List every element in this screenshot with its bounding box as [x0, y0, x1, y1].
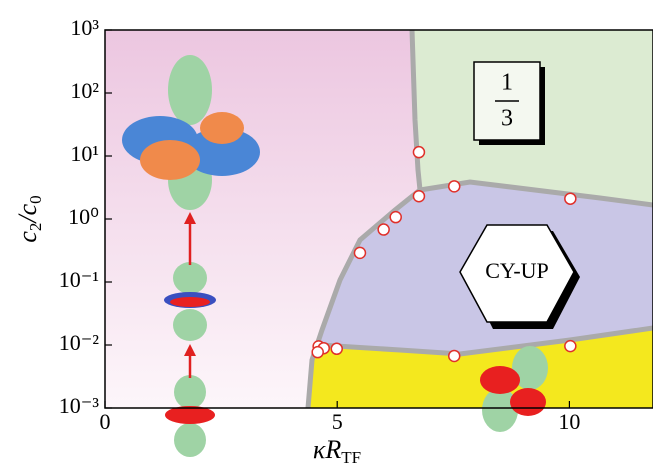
orbital: [174, 375, 206, 409]
data-point: [413, 191, 424, 202]
fraction-numerator: 1: [501, 70, 513, 96]
chart: 1 3 CY-UP 051010⁻³10⁻²10⁻¹10⁰10¹10²10³ κ…: [0, 0, 653, 468]
x-tick-label: 5: [332, 409, 343, 434]
data-point: [312, 347, 323, 358]
phase-name: CY-UP: [485, 258, 549, 283]
orbital: [200, 112, 244, 144]
orbital: [174, 423, 206, 457]
x-tick-label: 10: [558, 409, 580, 434]
y-label-part: /c: [13, 203, 42, 224]
data-point: [354, 247, 365, 258]
y-label-part: c: [13, 231, 42, 243]
y-tick-label: 10¹: [70, 141, 99, 166]
data-point: [449, 181, 460, 192]
y-tick-label: 10⁰: [68, 204, 99, 229]
data-point: [413, 147, 424, 158]
x-label-sub: TF: [341, 448, 361, 467]
data-point: [565, 193, 576, 204]
y-tick-label: 10⁻¹: [59, 267, 99, 292]
y-tick-label: 10⁻³: [59, 393, 100, 418]
y-axis-label: c2/c0: [13, 195, 45, 242]
orbital: [140, 140, 200, 180]
x-label-main: κR: [313, 435, 341, 464]
y-tick-label: 10³: [70, 15, 99, 40]
y-tick-label: 10⁻²: [59, 330, 100, 355]
orbital: [510, 388, 546, 416]
data-point: [565, 341, 576, 352]
x-axis-label: κRTF: [313, 435, 361, 467]
fraction-box: 1 3: [474, 62, 545, 145]
orbital: [480, 366, 520, 394]
y-label-part: 2: [26, 223, 45, 232]
orbital: [168, 55, 212, 125]
y-tick-label: 10²: [70, 78, 99, 103]
data-point: [378, 224, 389, 235]
y-label-part: 0: [26, 195, 45, 204]
x-tick-label: 0: [100, 409, 111, 434]
page: {"chart_data": { "type": "scatter", "xla…: [0, 0, 653, 468]
data-point: [390, 212, 401, 223]
orbital: [173, 309, 207, 341]
orbital: [170, 297, 210, 307]
data-point: [449, 350, 460, 361]
orbital: [482, 388, 518, 432]
data-point: [331, 343, 342, 354]
orbital: [173, 262, 207, 294]
fraction-denominator: 3: [501, 106, 513, 132]
